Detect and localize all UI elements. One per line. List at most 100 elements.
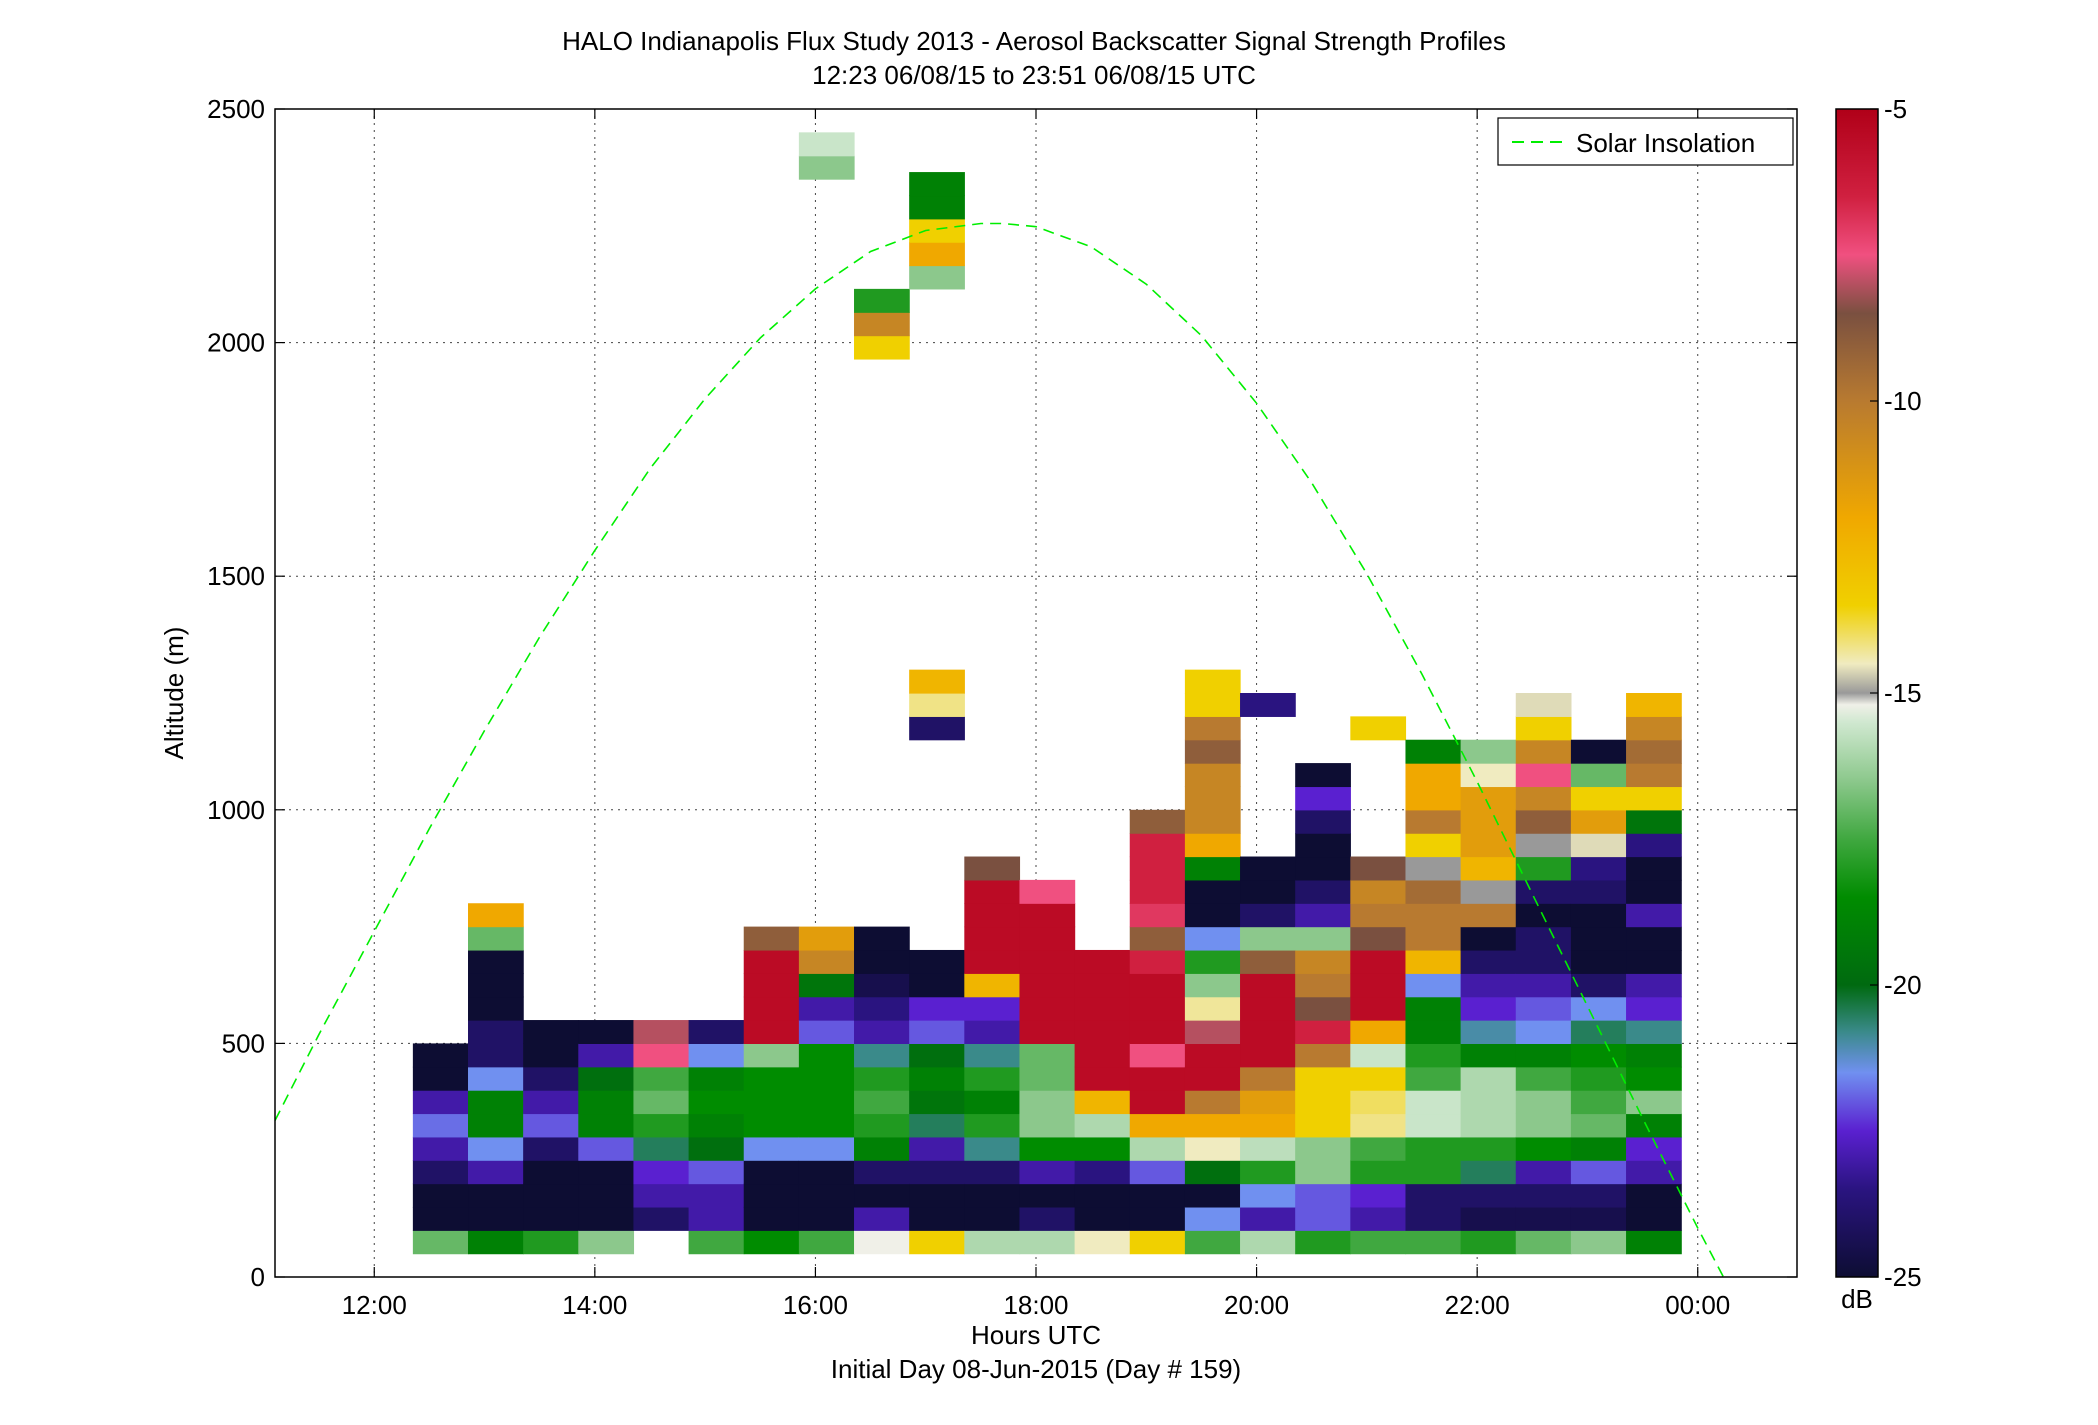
y-tick-label: 2500 [207, 94, 265, 124]
heatmap-cell [1184, 1113, 1241, 1138]
heatmap-cell [1570, 833, 1627, 858]
heatmap-cell [1129, 1113, 1186, 1138]
heatmap-cell [1184, 1066, 1241, 1091]
heatmap-cell [688, 1183, 745, 1208]
heatmap-cell [1570, 949, 1627, 974]
heatmap-cell [909, 669, 965, 694]
heatmap-cell [1350, 926, 1407, 951]
heatmap-cell [1626, 1160, 1682, 1185]
heatmap-cell [412, 1160, 469, 1185]
heatmap-cell [964, 1136, 1021, 1161]
heatmap-cell [523, 1230, 579, 1255]
heatmap-cell [798, 1136, 855, 1161]
heatmap-cell [1129, 1066, 1186, 1091]
heatmap-cell [1240, 1020, 1296, 1044]
heatmap-cell [633, 1136, 690, 1161]
colorbar-tick-label: -5 [1884, 94, 1907, 124]
heatmap-cell [854, 973, 910, 998]
x-axis: 12:00 14:00 16:00 18:00 20:00 22:00 00:00 [342, 109, 1730, 1320]
heatmap-cell [909, 716, 965, 741]
heatmap-cell [1570, 879, 1627, 904]
heatmap-cell [1405, 926, 1462, 951]
heatmap-cell [1184, 1160, 1241, 1185]
heatmap-cell [1184, 996, 1241, 1021]
heatmap-cell [1074, 1136, 1131, 1161]
heatmap-cell [1019, 1183, 1076, 1208]
heatmap-cell [964, 996, 1021, 1021]
heatmap-cell [1184, 856, 1241, 881]
heatmap-cell [1240, 926, 1296, 951]
heatmap-cell [633, 1020, 690, 1044]
heatmap-cell [1570, 996, 1627, 1021]
heatmap-cell [1240, 996, 1296, 1021]
heatmap-cell [1405, 809, 1462, 834]
heatmap-cell [1405, 949, 1462, 974]
heatmap-cell [1019, 1090, 1076, 1115]
heatmap-cell [1184, 1136, 1241, 1161]
heatmap-cell [1295, 1066, 1351, 1091]
heatmap-cell [909, 1183, 965, 1208]
heatmap-cell [1295, 996, 1351, 1021]
heatmap-cell [578, 1020, 635, 1044]
heatmap-cell [633, 1066, 690, 1091]
heatmap-cell [468, 973, 524, 998]
heatmap-cell [1074, 1230, 1131, 1255]
heatmap-cell [1460, 786, 1517, 811]
heatmap-cell [743, 1206, 800, 1231]
heatmap-cell [909, 693, 965, 717]
heatmap-cell [1129, 1136, 1186, 1161]
heatmap-cell [523, 1160, 579, 1185]
heatmap-cell [1295, 1136, 1351, 1161]
legend-entry-solar-insolation: Solar Insolation [1576, 128, 1755, 158]
heatmap-cell [1074, 1090, 1131, 1115]
heatmap-cell [1460, 1066, 1517, 1091]
heatmap-cell [1240, 1113, 1296, 1138]
y-tick-label: 0 [251, 1262, 265, 1292]
heatmap-cell [854, 1113, 910, 1138]
heatmap-cell [909, 265, 965, 290]
heatmap-cell [1240, 949, 1296, 974]
heatmap-cell [1570, 856, 1627, 881]
heatmap-cell [1626, 739, 1682, 764]
x-tick-label: 00:00 [1665, 1290, 1730, 1320]
heatmap-cell [1295, 949, 1351, 974]
heatmap-cell [798, 926, 855, 951]
heatmap-cell [1460, 1043, 1517, 1068]
heatmap-cell [1240, 1160, 1296, 1185]
heatmap-cell [578, 1183, 635, 1208]
heatmap-cell [909, 195, 965, 220]
heatmap-cell [798, 1066, 855, 1091]
heatmap-cell [1019, 1066, 1076, 1091]
heatmap-cell [1626, 856, 1682, 881]
x-tick-label: 12:00 [342, 1290, 407, 1320]
heatmap-cells [412, 132, 1682, 1255]
heatmap-cell [1184, 1090, 1241, 1115]
heatmap-cell [1129, 973, 1186, 998]
heatmap-cell [1240, 903, 1296, 928]
heatmap-cell [854, 1160, 910, 1185]
heatmap-cell [578, 1136, 635, 1161]
heatmap-cell [1515, 716, 1572, 741]
heatmap-cell [1626, 879, 1682, 904]
heatmap-cell [1240, 1066, 1296, 1091]
heatmap-cell [1350, 879, 1407, 904]
y-tick-label: 500 [222, 1028, 265, 1058]
heatmap-cell [1515, 1160, 1572, 1185]
heatmap-cell [798, 1113, 855, 1138]
solar-insolation-line [275, 222, 1725, 1277]
heatmap-cell [798, 1230, 855, 1255]
heatmap-cell [1515, 1136, 1572, 1161]
heatmap-cell [1460, 1160, 1517, 1185]
heatmap-cell [1074, 973, 1131, 998]
y-tick-label: 1500 [207, 561, 265, 591]
heatmap-cell [1019, 1136, 1076, 1161]
heatmap-cell [1074, 1160, 1131, 1185]
chart-title: HALO Indianapolis Flux Study 2013 - Aero… [562, 26, 1506, 56]
x-tick-label: 20:00 [1224, 1290, 1289, 1320]
heatmap-cell [1129, 1183, 1186, 1208]
heatmap-cell [1515, 739, 1572, 764]
heatmap-cell [1184, 949, 1241, 974]
heatmap-cell [1626, 763, 1682, 788]
heatmap-cell [1240, 1136, 1296, 1161]
heatmap-cell [578, 1230, 635, 1255]
